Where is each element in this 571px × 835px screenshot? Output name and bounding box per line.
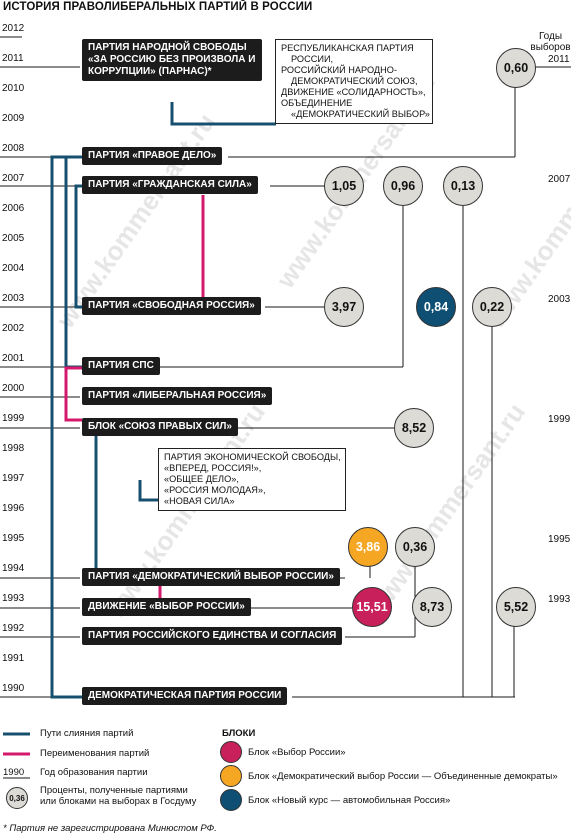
info-line: РОССИИ, bbox=[291, 54, 334, 64]
legend-blocs-title: БЛОКИ bbox=[222, 728, 256, 739]
year-label: 2004 bbox=[2, 263, 25, 274]
legend-bloc-blue-swatch bbox=[220, 789, 242, 811]
year-label: 1991 bbox=[2, 653, 25, 664]
party-dpr: ДЕМОКРАТИЧЕСКАЯ ПАРТИЯ РОССИИ bbox=[82, 687, 288, 705]
result-bubble: 8,52 bbox=[394, 408, 434, 448]
legend-bloc-orange-swatch bbox=[220, 765, 242, 787]
party-liberalnaya-rossiya: ПАРТИЯ «ЛИБЕРАЛЬНАЯ РОССИЯ» bbox=[82, 387, 273, 405]
year-label: 2009 bbox=[2, 113, 25, 124]
result-bubble: 0,22 bbox=[472, 287, 512, 327]
legend-bubble-label: Проценты, полученные партиями или блокам… bbox=[40, 785, 197, 807]
result-bubble: 0,13 bbox=[443, 166, 483, 206]
election-year: 2007 bbox=[548, 174, 571, 185]
party-pravoe-delo: ПАРТИЯ «ПРАВОЕ ДЕЛО» bbox=[82, 147, 223, 165]
result-bubble: 8,73 bbox=[412, 587, 452, 627]
election-year: 2011 bbox=[548, 54, 570, 65]
year-label: 1997 bbox=[2, 473, 25, 484]
result-bubble: 0,36 bbox=[395, 527, 435, 567]
election-year: 1999 bbox=[548, 414, 571, 425]
legend-merge-label: Пути слияния партий bbox=[40, 728, 134, 739]
result-bubble: 0,96 bbox=[383, 166, 423, 206]
party-pres: ПАРТИЯ РОССИЙСКОГО ЕДИНСТВА И СОГЛАСИЯ bbox=[82, 627, 343, 645]
result-bubble-orange: 3,86 bbox=[348, 527, 388, 567]
year-label: 2011 bbox=[2, 53, 24, 64]
info-line: «РОССИЯ МОЛОДАЯ», bbox=[164, 485, 266, 495]
party-blok-sps: БЛОК «СОЮЗ ПРАВЫХ СИЛ» bbox=[82, 418, 238, 436]
legend-bloc-1: Блок «Выбор России» bbox=[248, 747, 346, 758]
info-line: «НОВАЯ СИЛА» bbox=[164, 496, 235, 506]
info-box-sps-founders: ПАРТИЯ ЭКОНОМИЧЕСКОЙ СВОБОДЫ, «ВПЕРЕД, Р… bbox=[158, 448, 346, 511]
info-line: ДВИЖЕНИЕ «СОЛИДАРНОСТЬ», bbox=[281, 87, 426, 97]
legend-bloc-3: Блок «Новый курс — автомобильная Россия» bbox=[248, 795, 451, 806]
year-label: 2002 bbox=[2, 323, 25, 334]
party-sps: ПАРТИЯ СПС bbox=[82, 357, 160, 375]
result-bubble: 1,05 bbox=[324, 166, 364, 206]
footnote: * Партия не зарегистрирована Минюстом РФ… bbox=[3, 823, 217, 834]
year-label: 1995 bbox=[2, 533, 25, 544]
year-label: 1996 bbox=[2, 503, 25, 514]
year-label: 1999 bbox=[2, 413, 25, 424]
election-years-header: Годы выборов bbox=[530, 31, 571, 53]
legend-bloc-2: Блок «Демократический выбор России — Объ… bbox=[248, 771, 558, 782]
year-label: 2007 bbox=[2, 173, 25, 184]
year-label: 2012 bbox=[2, 23, 25, 34]
party-parnas: ПАРТИЯ НАРОДНОЙ СВОБОДЫ «ЗА РОССИЮ БЕЗ П… bbox=[82, 39, 262, 81]
year-label: 2006 bbox=[2, 203, 25, 214]
election-year: 1995 bbox=[548, 534, 571, 545]
page-title: ИСТОРИЯ ПРАВОЛИБЕРАЛЬНЫХ ПАРТИЙ В РОССИИ bbox=[3, 1, 313, 13]
info-line: ОБЪЕДИНЕНИЕ bbox=[281, 98, 353, 108]
info-line: ПАРТИЯ ЭКОНОМИЧЕСКОЙ СВОБОДЫ, bbox=[164, 452, 341, 462]
year-label: 2010 bbox=[2, 83, 25, 94]
result-bubble-blue: 0,84 bbox=[416, 287, 456, 327]
info-line: РЕСПУБЛИКАНСКАЯ ПАРТИЯ bbox=[281, 43, 414, 53]
info-line: «ВПЕРЕД, РОССИЯ!», bbox=[164, 463, 262, 473]
legend-year-label: Год образования партии bbox=[40, 767, 148, 778]
party-vybor-rossii: ДВИЖЕНИЕ «ВЫБОР РОССИИ» bbox=[82, 598, 251, 616]
info-box-merged-parties: РЕСПУБЛИКАНСКАЯ ПАРТИЯ РОССИИ, РОССИЙСКИ… bbox=[275, 39, 433, 124]
year-label: 1998 bbox=[2, 443, 25, 454]
info-line: «ОБЩЕЕ ДЕЛО», bbox=[164, 474, 239, 484]
info-line: «ДЕМОКРАТИЧЕСКИЙ ВЫБОР» bbox=[291, 109, 430, 119]
year-label: 2000 bbox=[2, 383, 25, 394]
year-label: 2008 bbox=[2, 143, 25, 154]
legend-rename-label: Переименования партий bbox=[40, 748, 150, 759]
result-bubble: 0,60 bbox=[496, 48, 536, 88]
result-bubble-red: 15,51 bbox=[352, 587, 392, 627]
party-svobodnaya-rossiya: ПАРТИЯ «СВОБОДНАЯ РОССИЯ» bbox=[82, 297, 261, 315]
info-line: ДЕМОКРАТИЧЕСКИЙ СОЮЗ, bbox=[291, 76, 418, 86]
legend-bloc-red-swatch bbox=[220, 741, 242, 763]
year-label: 2003 bbox=[2, 293, 25, 304]
party-grazhdanskaya-sila: ПАРТИЯ «ГРАЖДАНСКАЯ СИЛА» bbox=[82, 176, 258, 194]
year-label: 1994 bbox=[2, 563, 25, 574]
result-bubble: 3,97 bbox=[324, 287, 364, 327]
year-label: 1992 bbox=[2, 623, 25, 634]
year-label: 1990 bbox=[2, 683, 25, 694]
legend-bubble-sample: 0,36 bbox=[6, 787, 28, 809]
year-label: 2001 bbox=[2, 353, 25, 364]
election-year: 2003 bbox=[548, 294, 571, 305]
year-label: 1993 bbox=[2, 593, 25, 604]
election-year: 1993 bbox=[548, 594, 571, 605]
year-label: 2005 bbox=[2, 233, 25, 244]
party-dvr: ПАРТИЯ «ДЕМОКРАТИЧЕСКИЙ ВЫБОР РОССИИ» bbox=[82, 568, 340, 586]
info-line: РОССИЙСКИЙ НАРОДНО- bbox=[281, 65, 397, 75]
result-bubble: 5,52 bbox=[496, 587, 536, 627]
legend-year-sample: 1990 bbox=[3, 767, 25, 778]
